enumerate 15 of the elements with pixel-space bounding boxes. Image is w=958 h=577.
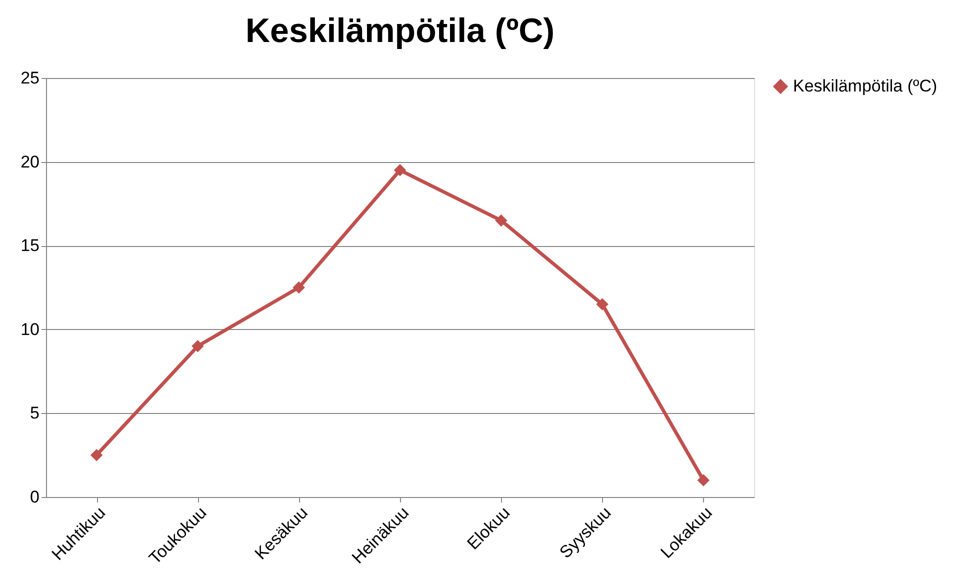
y-tick-label: 5 (30, 404, 40, 423)
point (90, 448, 103, 462)
point (292, 281, 305, 294)
y-tick-label: 10 (20, 320, 40, 339)
y-tick-label: 15 (20, 236, 40, 256)
chart-title: Keskilämpötila (ºC) (245, 12, 555, 50)
point (394, 164, 406, 176)
y-tick-label: 20 (20, 152, 40, 172)
point (596, 298, 608, 310)
point (697, 474, 710, 486)
legend-label: Keskilämpötila (ºC) (793, 76, 938, 96)
point (495, 214, 508, 227)
y-tick-label: 0 (30, 488, 40, 506)
y-tick-label: 25 (20, 68, 40, 88)
point (192, 340, 204, 352)
